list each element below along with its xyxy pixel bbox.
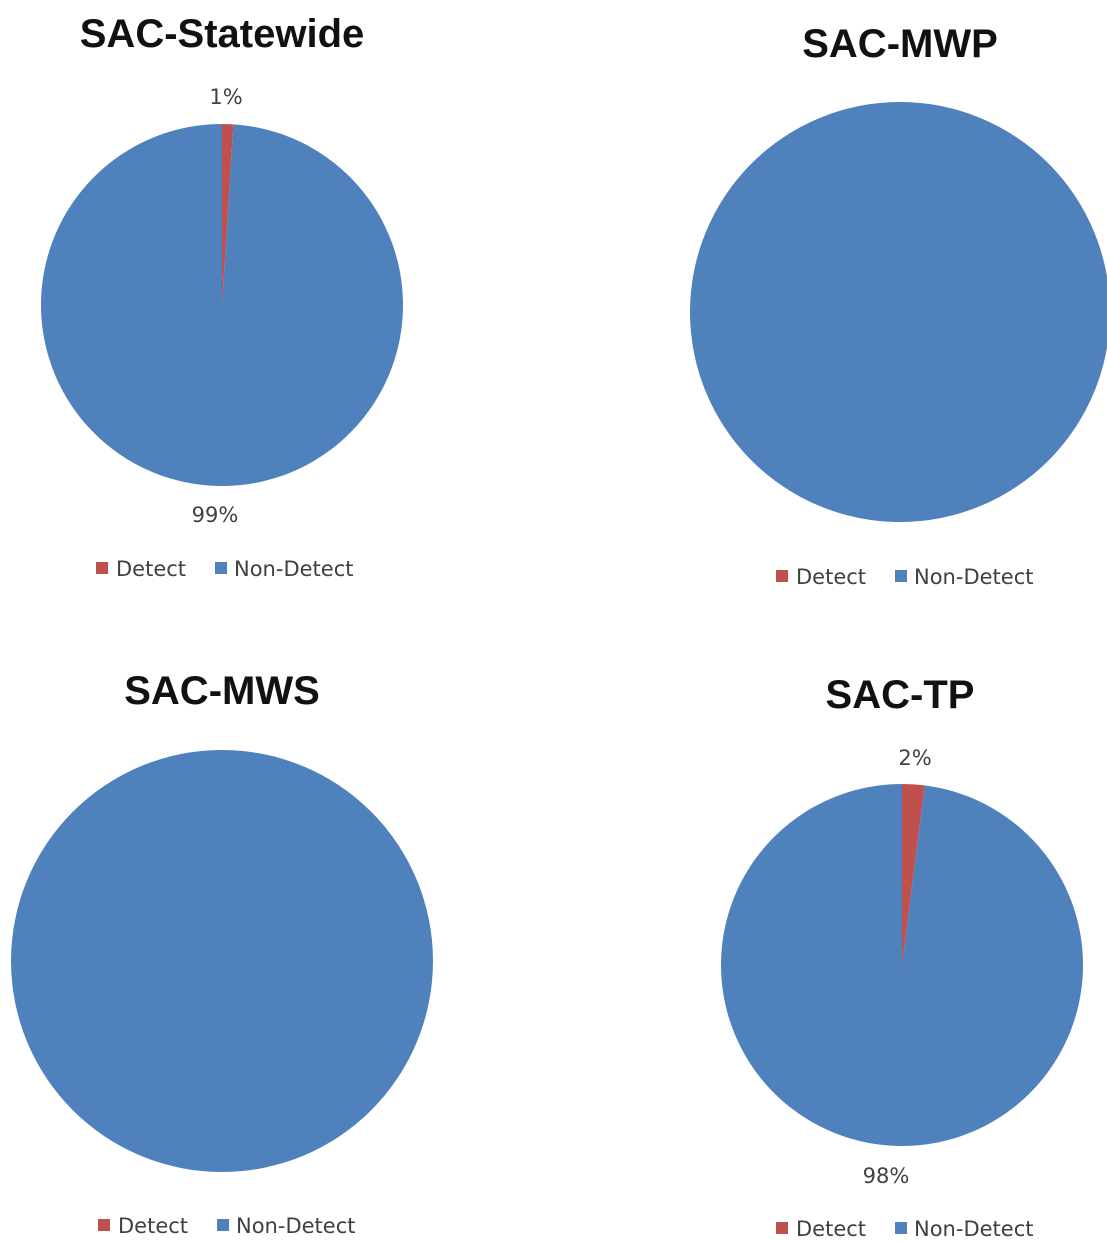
legend-swatch-detect: [776, 1222, 788, 1234]
legend-label-non-detect: Non-Detect: [236, 1214, 355, 1238]
chart-title: SAC-MWS: [124, 669, 320, 713]
pie-slice-detect: [902, 784, 925, 965]
legend-label-detect: Detect: [796, 1217, 866, 1241]
pie-slice-non-detect: [690, 102, 1107, 522]
legend: Detect Non-Detect: [98, 1214, 355, 1238]
pie-slice-non-detect: [720, 784, 1083, 1147]
legend: Detect Non-Detect: [776, 565, 1033, 589]
legend-label-detect: Detect: [118, 1214, 188, 1238]
data-label-detect: 2%: [898, 746, 931, 770]
legend-label-non-detect: Non-Detect: [914, 565, 1033, 589]
legend-swatch-non-detect: [217, 1219, 229, 1231]
legend-label-non-detect: Non-Detect: [914, 1217, 1033, 1241]
chart-sac-mwp: SAC-MWP Detect Non-Detect: [690, 22, 1107, 589]
legend-label-non-detect: Non-Detect: [234, 557, 353, 581]
legend-swatch-non-detect: [895, 1222, 907, 1234]
legend-label-detect: Detect: [116, 557, 186, 581]
chart-sac-tp: SAC-TP 2% 98% Detect Non-Detect: [720, 673, 1083, 1241]
data-label-detect: 1%: [209, 85, 242, 109]
pie-slice-non-detect: [11, 750, 433, 1172]
chart-title: SAC-Statewide: [80, 12, 365, 56]
chart-title: SAC-TP: [826, 673, 975, 717]
pie-slice-detect: [222, 124, 234, 305]
legend: Detect Non-Detect: [776, 1217, 1033, 1241]
legend-swatch-detect: [96, 562, 108, 574]
data-label-non-detect: 99%: [192, 503, 239, 527]
pie-slice-non-detect: [40, 124, 403, 487]
legend: Detect Non-Detect: [96, 557, 353, 581]
data-label-non-detect: 98%: [863, 1164, 910, 1188]
chart-title: SAC-MWP: [802, 22, 998, 66]
chart-sac-mws: SAC-MWS Detect Non-Detect: [11, 669, 433, 1238]
legend-swatch-detect: [776, 570, 788, 582]
legend-swatch-non-detect: [215, 562, 227, 574]
chart-sac-statewide: SAC-Statewide 1% 99% Detect Non-Detect: [40, 12, 403, 581]
legend-label-detect: Detect: [796, 565, 866, 589]
legend-swatch-non-detect: [895, 570, 907, 582]
legend-swatch-detect: [98, 1219, 110, 1231]
